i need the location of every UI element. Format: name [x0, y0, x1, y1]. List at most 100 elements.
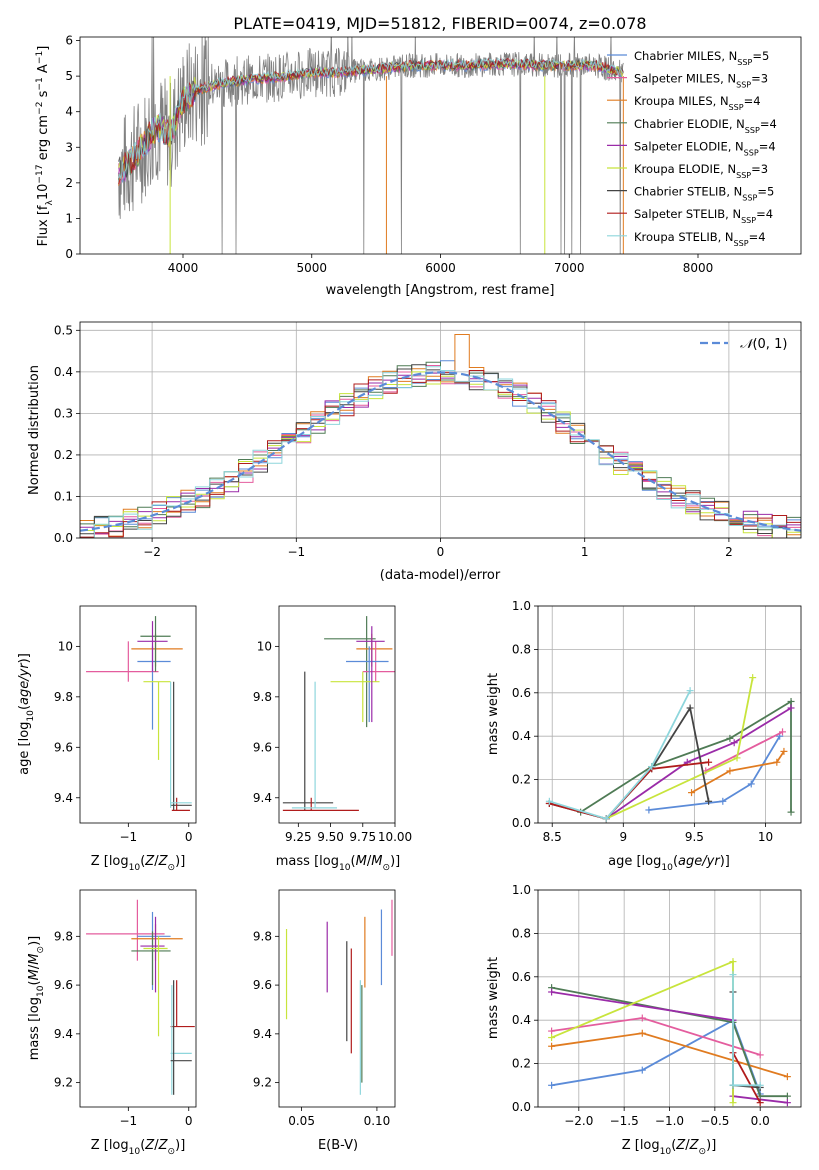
figure-title: PLATE=0419, MJD=51812, FIBERID=0074, z=0… — [233, 14, 646, 33]
model-line-kroupa-elodie — [118, 58, 624, 179]
y-tick-label: 9.4 — [253, 1027, 272, 1041]
x-tick-label: 10.00 — [378, 830, 412, 844]
y-tick-label: 9.8 — [54, 929, 73, 943]
axes-frame — [278, 605, 396, 824]
y-tick-label: 0.5 — [54, 323, 73, 337]
legend-label: Chabrier ELODIE, NSSP=4 — [634, 117, 777, 135]
x-tick-label: 8.5 — [543, 830, 562, 844]
y-tick-label: 9.2 — [54, 1076, 73, 1090]
y-tick-label: 0.8 — [512, 926, 531, 940]
x-tick-label: 7000 — [554, 261, 585, 275]
x-tick-label: −1.0 — [655, 1114, 684, 1128]
x-tick-label: 0 — [437, 545, 445, 559]
y-tick-label: 6 — [65, 34, 73, 48]
series-kroupa-elodie — [605, 677, 754, 820]
plot-area-mass_vs_Z — [86, 899, 195, 1095]
series-chabrier-miles — [551, 1018, 762, 1095]
x-tick-label: 9.75 — [349, 830, 376, 844]
plot-area-spectrum — [118, 37, 624, 254]
y-tick-label: 1.0 — [512, 599, 531, 613]
x-tick-label: 5000 — [296, 261, 327, 275]
axes-massweight_vs_age: 8.5 9 9.5 10 0.0 0.2 0.4 0.6 0.8 1.0 age [log10(ag… — [486, 599, 802, 873]
x-tick-label: 9.50 — [317, 830, 344, 844]
axes-frame — [278, 889, 396, 1108]
y-tick-label: 9.8 — [253, 929, 272, 943]
gaussian-curve — [80, 371, 801, 532]
series-salpeter-stelib — [732, 1052, 761, 1104]
y-tick-label: 0.3 — [54, 406, 73, 420]
axes-frame — [537, 605, 802, 824]
legend-label: Kroupa STELIB, NSSP=4 — [634, 230, 766, 248]
series-chabrier-stelib — [732, 992, 761, 1089]
x-tick-label: 0.05 — [288, 1114, 315, 1128]
legend-label: Kroupa ELODIE, NSSP=3 — [634, 162, 768, 180]
y-tick-label: 9.8 — [54, 690, 73, 704]
y-tick-label: 0.2 — [512, 773, 531, 787]
series-kroupa-miles — [691, 750, 785, 794]
x-axis-label: E(B-V) — [318, 1138, 358, 1153]
x-tick-label: −1 — [119, 830, 137, 844]
x-tick-label: 6000 — [425, 261, 456, 275]
y-tick-label: 0.6 — [512, 686, 531, 700]
y-tick-label: 4 — [65, 105, 73, 119]
x-tick-label: 0.10 — [364, 1114, 391, 1128]
series-chabrier-elodie — [580, 699, 792, 813]
y-tick-label: 0.6 — [512, 970, 531, 984]
axes-age_vs_Z: −1 0 9.4 9.6 9.8 10 Z [log10(Z/Z⊙)] age [log10(… — [17, 605, 197, 873]
y-tick-label: 2 — [65, 176, 73, 190]
x-tick-label: −1 — [119, 1114, 137, 1128]
x-tick-label: 9 — [619, 830, 627, 844]
x-axis-label: wavelength [Angstrom, rest frame] — [326, 283, 555, 298]
plot-layer: 4000 5000 6000 7000 8000 0 1 2 3 4 5 6 Chabrier MILE… — [17, 34, 802, 1157]
x-tick-label: 0.0 — [751, 1114, 770, 1128]
x-tick-label: −1 — [287, 545, 305, 559]
y-tick-label: 3 — [65, 140, 73, 154]
legend-label: Chabrier STELIB, NSSP=5 — [634, 185, 774, 203]
y-tick-label: 0.8 — [512, 642, 531, 656]
series-chabrier-elodie — [551, 986, 788, 1098]
series-salpeter-miles — [705, 731, 783, 772]
plot-area-age_vs_Z — [86, 616, 192, 811]
x-tick-label: 10 — [758, 830, 773, 844]
y-axis-label: Normed distribution — [27, 365, 42, 495]
legend-label: Salpeter STELIB, NSSP=4 — [634, 207, 773, 225]
legend-label: Salpeter MILES, NSSP=3 — [634, 72, 768, 90]
axes-mass_vs_ebv: 0.05 0.10 9.2 9.4 9.6 9.8 E(B-V) — [253, 889, 396, 1153]
x-tick-label: 2 — [725, 545, 733, 559]
y-tick-label: 10 — [257, 639, 272, 653]
x-tick-label: −0.5 — [700, 1114, 729, 1128]
series-kroupa-stelib — [549, 690, 691, 820]
x-tick-label: −1.5 — [610, 1114, 639, 1128]
legend-label: Kroupa MILES, NSSP=4 — [634, 94, 761, 112]
y-tick-label: 9.2 — [253, 1076, 272, 1090]
y-tick-label: 0.4 — [54, 365, 73, 379]
legend-label: Salpeter ELODIE, NSSP=4 — [634, 139, 776, 157]
x-tick-label: 1 — [581, 545, 589, 559]
y-axis-label: Flux [fλ10−17 erg cm−2 s−1 A−1] — [35, 46, 55, 247]
model-line-kroupa-stelib — [118, 57, 624, 180]
y-axis-label: mass weight — [486, 957, 501, 1039]
legend-label: Chabrier MILES, NSSP=5 — [634, 49, 769, 67]
histogram-kroupa-stelib — [80, 366, 801, 538]
y-tick-label: 9.6 — [253, 740, 272, 754]
series-chabrier-miles — [648, 735, 781, 811]
y-tick-label: 0.2 — [54, 448, 73, 462]
axes-mass_vs_Z: −1 0 9.2 9.4 9.6 9.8 Z [log10(Z/Z⊙)] mass [log1… — [27, 889, 197, 1157]
legend-label: 𝒩(0, 1) — [740, 337, 787, 352]
spectrum-legend: Chabrier MILES, NSSP=5 Salpeter MILES, NS… — [607, 49, 777, 247]
y-axis-label: age [log10(age/yr)] — [17, 653, 36, 775]
x-tick-label: −2.0 — [564, 1114, 593, 1128]
series-salpeter-elodie — [605, 707, 792, 820]
x-tick-label: −2 — [143, 545, 161, 559]
y-tick-label: 10 — [58, 639, 73, 653]
y-tick-label: 1.0 — [512, 883, 531, 897]
y-tick-label: 9.4 — [253, 791, 272, 805]
x-tick-label: 0 — [185, 830, 193, 844]
y-tick-label: 1 — [65, 211, 73, 225]
y-tick-label: 9.6 — [54, 740, 73, 754]
x-tick-label: 0 — [185, 1114, 193, 1128]
x-axis-label: Z [log10(Z/Z⊙)] — [622, 1138, 717, 1157]
y-tick-label: 0.0 — [512, 816, 531, 830]
axes-frame — [79, 889, 197, 1108]
